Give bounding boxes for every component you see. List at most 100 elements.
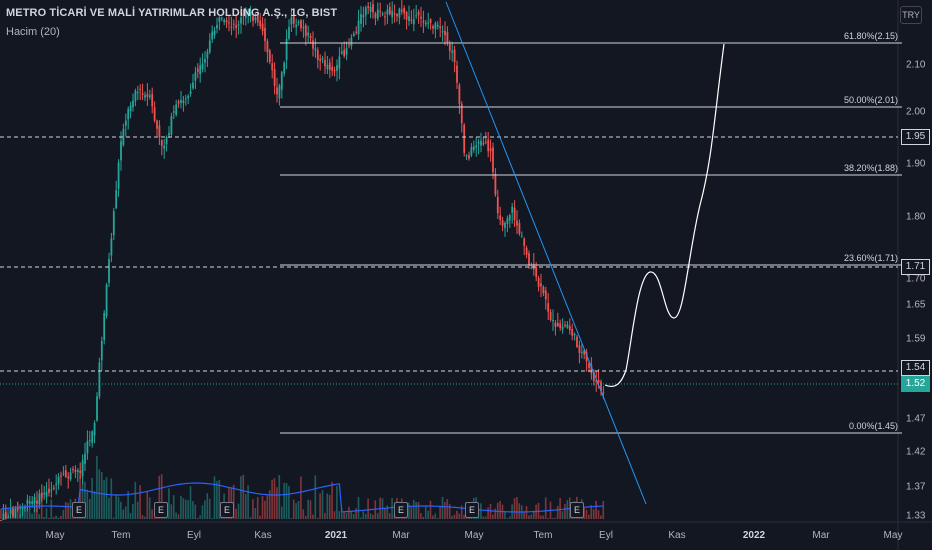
candle-body — [331, 66, 334, 71]
earnings-event-icon[interactable]: E — [465, 502, 479, 518]
candle-body — [307, 32, 310, 36]
candlestick-series — [0, 0, 605, 521]
candle-body — [336, 65, 338, 71]
candle-body — [96, 396, 98, 421]
volume-bar — [108, 497, 110, 519]
earnings-event-icon[interactable]: E — [394, 502, 408, 518]
price-label-1-54[interactable]: 1.54 — [901, 360, 930, 376]
candle-body — [177, 101, 180, 104]
earnings-event-icon[interactable]: E — [154, 502, 168, 518]
volume-bar — [206, 493, 209, 519]
candle-body — [472, 146, 475, 150]
projection-path[interactable] — [604, 43, 725, 388]
candle-body — [103, 312, 106, 340]
earnings-event-icon[interactable]: E — [570, 502, 584, 518]
candle-body — [506, 218, 509, 225]
candle-body — [216, 24, 218, 29]
volume-bar — [588, 514, 590, 519]
candle-body — [393, 13, 396, 15]
candle-body — [314, 48, 317, 51]
volume-bar — [16, 501, 19, 519]
candle-body — [360, 14, 362, 24]
candle-body — [31, 501, 34, 505]
x-tick-label: Mar — [812, 530, 830, 541]
candle-body — [340, 51, 343, 54]
volume-bar — [208, 498, 211, 519]
volume-bar — [372, 514, 374, 519]
volume-bar — [127, 491, 129, 519]
volume-bar — [276, 487, 278, 519]
volume-bar — [590, 505, 593, 519]
candle-body — [412, 19, 415, 25]
volume-indicator-label[interactable]: Hacim (20) — [6, 26, 60, 38]
earnings-event-icon[interactable]: E — [72, 502, 86, 518]
volume-bar — [232, 484, 235, 519]
volume-bar — [134, 481, 137, 519]
candle-body — [283, 62, 286, 74]
price-label-1-95[interactable]: 1.95 — [901, 129, 930, 145]
candle-body — [196, 68, 199, 72]
volume-bar — [247, 485, 249, 519]
volume-bar — [105, 477, 108, 519]
candle-body — [451, 50, 454, 53]
volume-bar — [331, 481, 333, 519]
candle-body — [268, 50, 271, 62]
candle-body — [333, 70, 336, 72]
volume-bar — [91, 477, 93, 519]
volume-bar — [561, 511, 564, 519]
volume-bar — [448, 504, 451, 519]
candle-body — [112, 211, 115, 236]
volume-bar — [14, 508, 17, 519]
volume-bar — [158, 475, 161, 519]
volume-bar — [256, 497, 259, 519]
candle-body — [405, 12, 408, 20]
volume-bar — [43, 516, 45, 519]
volume-bar — [559, 498, 561, 519]
candle-body — [201, 63, 204, 70]
candle-body — [40, 492, 43, 499]
volume-bar — [432, 515, 434, 519]
volume-bar — [24, 508, 26, 519]
volume-bar — [326, 493, 329, 519]
candle-body — [355, 31, 358, 33]
volume-bar — [528, 515, 530, 519]
candle-body — [352, 33, 355, 36]
candle-body — [218, 17, 221, 22]
volume-bar — [180, 495, 182, 519]
volume-bar — [384, 508, 386, 519]
fib-label-618: 61.80%(2.15) — [843, 31, 898, 41]
downtrend-line[interactable] — [445, 1, 647, 505]
volume-bar — [36, 504, 38, 519]
candle-body — [124, 120, 127, 126]
volume-bar — [242, 474, 245, 519]
volume-bar — [441, 496, 444, 519]
volume-bar — [348, 506, 350, 519]
candle-body — [160, 140, 163, 146]
volume-bar — [420, 513, 422, 519]
volume-bar — [456, 510, 458, 519]
candle-body — [312, 40, 314, 49]
candle-body — [151, 93, 154, 107]
candle-body — [64, 470, 67, 477]
candle-body — [328, 62, 331, 70]
currency-button[interactable]: TRY — [900, 6, 922, 24]
volume-bar — [446, 499, 449, 519]
candle-body — [482, 142, 485, 145]
candle-body — [511, 206, 514, 213]
candle-body — [115, 190, 118, 209]
earnings-event-icon[interactable]: E — [220, 502, 234, 518]
candle-body — [424, 22, 427, 25]
y-tick-label: 1.33 — [906, 510, 926, 522]
candle-body — [566, 324, 569, 328]
candle-body — [417, 12, 420, 16]
candle-body — [228, 22, 230, 24]
price-label-1-71[interactable]: 1.71 — [901, 259, 930, 275]
volume-bar — [254, 508, 257, 519]
y-tick-label: 1.65 — [906, 299, 926, 311]
current-price-label[interactable]: 1.52 — [901, 376, 930, 392]
symbol-title[interactable]: METRO TİCARİ VE MALİ YATIRIMLAR HOLDİNG … — [6, 7, 337, 19]
volume-bar — [278, 475, 281, 519]
candle-body — [182, 100, 185, 104]
volume-bar — [424, 505, 427, 519]
